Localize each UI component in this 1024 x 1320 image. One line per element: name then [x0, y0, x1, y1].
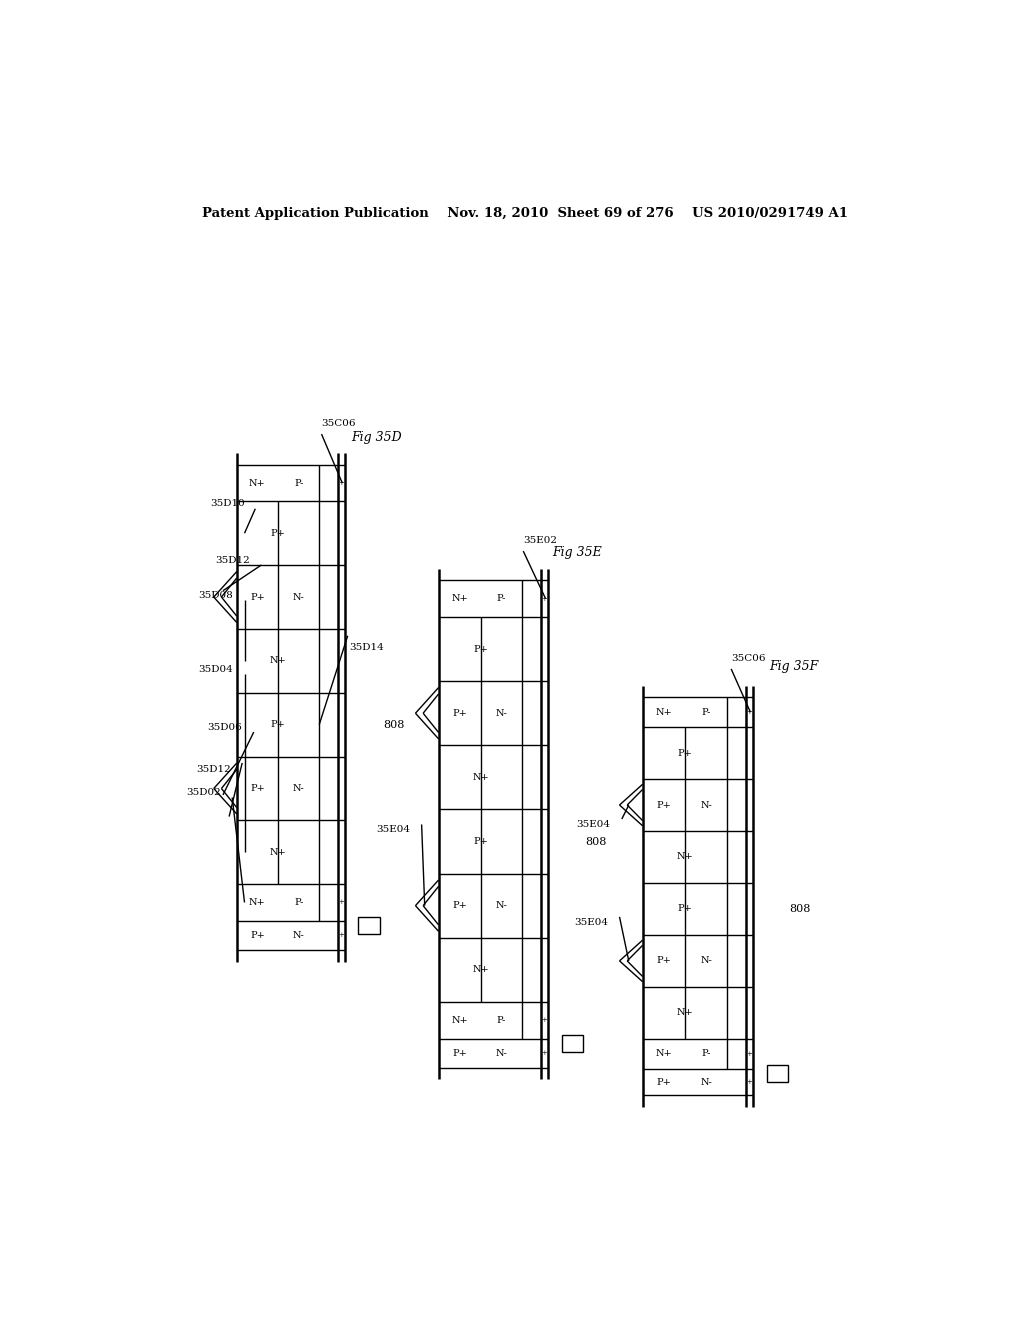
Text: 35E04: 35E04: [577, 820, 610, 829]
Text: P+: P+: [678, 904, 692, 913]
Text: N+: N+: [655, 708, 672, 717]
Bar: [358, 917, 380, 933]
Text: P-: P-: [701, 1049, 711, 1059]
Text: N-: N-: [700, 1077, 712, 1086]
Text: N+: N+: [249, 479, 266, 487]
Text: N+: N+: [269, 847, 287, 857]
Text: 35E04: 35E04: [376, 825, 410, 834]
Text: 35E02: 35E02: [523, 536, 557, 545]
Bar: [767, 1065, 788, 1081]
Text: 35C06: 35C06: [322, 418, 356, 428]
Text: +: +: [338, 899, 344, 907]
Text: 35D10: 35D10: [210, 499, 245, 508]
Text: 808: 808: [383, 719, 404, 730]
Text: +: +: [542, 1049, 547, 1057]
Text: +: +: [338, 479, 344, 487]
Text: P-: P-: [497, 1015, 506, 1024]
Text: P+: P+: [250, 784, 265, 793]
Text: 35D12: 35D12: [196, 764, 230, 774]
Text: P-: P-: [497, 594, 506, 603]
Bar: [562, 1035, 584, 1052]
Text: P+: P+: [656, 957, 671, 965]
Text: N-: N-: [496, 709, 507, 718]
Text: Fig 35D: Fig 35D: [351, 430, 402, 444]
Text: 808: 808: [790, 904, 811, 913]
Text: P+: P+: [453, 1048, 467, 1057]
Text: Fig 35F: Fig 35F: [770, 660, 819, 673]
Text: N-: N-: [293, 593, 304, 602]
Text: P+: P+: [656, 800, 671, 809]
Text: P+: P+: [250, 931, 265, 940]
Text: Fig 35E: Fig 35E: [552, 546, 602, 560]
Text: P-: P-: [701, 708, 711, 717]
Text: N+: N+: [452, 594, 468, 603]
Text: 35E04: 35E04: [574, 917, 608, 927]
Text: N+: N+: [269, 656, 287, 665]
Text: N+: N+: [249, 898, 266, 907]
Text: 35D14: 35D14: [349, 643, 384, 652]
Text: N-: N-: [496, 902, 507, 911]
Text: P+: P+: [250, 593, 265, 602]
Text: +: +: [746, 1078, 753, 1086]
Text: N+: N+: [472, 774, 488, 781]
Text: 35D12: 35D12: [215, 556, 250, 565]
Text: P+: P+: [678, 748, 692, 758]
Text: 35D04: 35D04: [199, 665, 233, 675]
Text: P+: P+: [656, 1077, 671, 1086]
Text: P+: P+: [270, 721, 286, 729]
Text: +: +: [542, 595, 547, 603]
Text: 35D06: 35D06: [208, 723, 243, 731]
Text: +: +: [746, 1049, 753, 1057]
Text: Patent Application Publication    Nov. 18, 2010  Sheet 69 of 276    US 2010/0291: Patent Application Publication Nov. 18, …: [202, 207, 848, 220]
Text: P+: P+: [270, 529, 286, 537]
Text: +: +: [338, 932, 344, 940]
Text: 35D02: 35D02: [186, 788, 221, 797]
Text: N+: N+: [677, 853, 693, 862]
Text: P+: P+: [453, 902, 467, 911]
Text: 35C06: 35C06: [731, 653, 766, 663]
Text: +: +: [542, 1016, 547, 1024]
Text: 808: 808: [585, 837, 606, 846]
Text: P-: P-: [294, 479, 303, 487]
Text: 35D08: 35D08: [199, 591, 233, 601]
Text: N+: N+: [452, 1015, 468, 1024]
Text: N-: N-: [293, 931, 304, 940]
Text: P-: P-: [294, 898, 303, 907]
Text: N+: N+: [655, 1049, 672, 1059]
Text: N-: N-: [293, 784, 304, 793]
Text: N-: N-: [496, 1048, 507, 1057]
Text: N+: N+: [472, 965, 488, 974]
Text: N-: N-: [700, 800, 712, 809]
Text: P+: P+: [473, 644, 488, 653]
Text: N-: N-: [700, 957, 712, 965]
Text: P+: P+: [453, 709, 467, 718]
Text: +: +: [746, 709, 753, 717]
Text: P+: P+: [473, 837, 488, 846]
Text: N+: N+: [677, 1008, 693, 1018]
